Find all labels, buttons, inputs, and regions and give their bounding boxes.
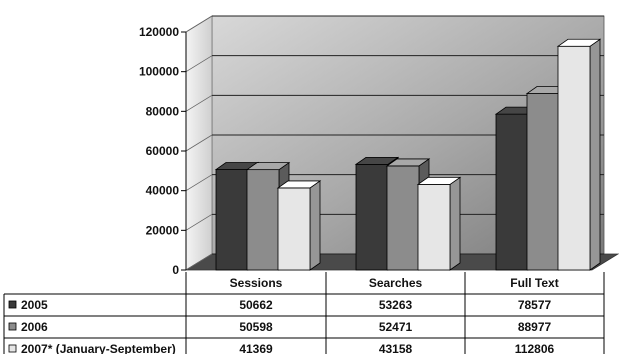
bar-front <box>526 93 560 271</box>
y-tick-label-3: 60000 <box>146 144 180 158</box>
bar-front <box>355 163 389 271</box>
gridline-side <box>185 94 213 112</box>
y-tick-label-1: 20000 <box>146 223 180 237</box>
data-label-2-0: 41369 <box>239 342 273 354</box>
bar-front <box>417 184 451 271</box>
bar-top <box>276 180 322 189</box>
x-category-label-1: Searches <box>369 276 423 290</box>
y-tick-label-6: 120000 <box>139 25 179 39</box>
bar-sessions-2007 <box>276 180 322 271</box>
legend-label-0: 2005 <box>21 298 48 312</box>
legend-swatch-0 <box>8 300 17 309</box>
data-label-0-2: 78577 <box>518 298 552 312</box>
bar-searches-2007 <box>416 176 462 271</box>
bar-front <box>386 165 420 271</box>
x-category-label-2: Full Text <box>510 276 558 290</box>
gridline-side <box>185 134 213 152</box>
bar-front <box>557 45 591 271</box>
bar-front <box>215 169 249 271</box>
bar-front <box>246 169 280 271</box>
bar-top <box>416 177 462 185</box>
legend-label-2: 2007* (January-September) <box>21 342 176 354</box>
gridline-side <box>185 174 213 192</box>
gridline-side <box>185 55 213 73</box>
y-tick-label-4: 80000 <box>146 104 180 118</box>
gridline-side <box>185 15 213 33</box>
y-tick-label-2: 40000 <box>146 184 180 198</box>
bar-side <box>309 180 321 271</box>
data-label-2-1: 43158 <box>379 342 413 354</box>
bar-front <box>495 113 529 271</box>
gridline-side <box>185 253 213 271</box>
data-label-0-0: 50662 <box>239 298 273 312</box>
bar-side <box>449 176 461 271</box>
bar-side <box>589 38 601 271</box>
data-label-1-1: 52471 <box>379 320 413 334</box>
bar-top <box>354 156 400 165</box>
data-label-1-0: 50598 <box>239 320 273 334</box>
gridline-side <box>185 213 213 231</box>
bar-top <box>245 162 291 171</box>
y-tick-label-5: 100000 <box>139 65 179 79</box>
bar-top <box>385 158 431 167</box>
bar-full-text-2007 <box>556 38 602 271</box>
data-label-0-1: 53263 <box>379 298 413 312</box>
y-tick-label-0: 0 <box>172 263 179 277</box>
data-label-1-2: 88977 <box>518 320 552 334</box>
bar-top <box>556 38 602 47</box>
legend-swatch-2 <box>8 344 17 353</box>
legend-swatch-1 <box>8 322 17 331</box>
data-label-2-2: 112806 <box>515 342 555 354</box>
bar-front <box>277 187 311 271</box>
legend-label-1: 2006 <box>21 320 48 334</box>
x-category-label-0: Sessions <box>230 276 283 290</box>
